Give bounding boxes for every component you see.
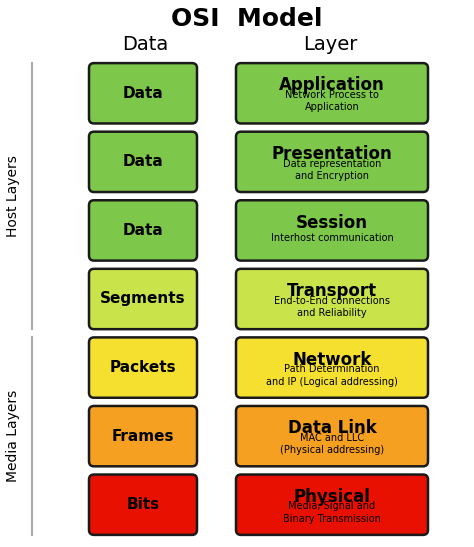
Text: End-to-End connections
and Reliability: End-to-End connections and Reliability [274, 295, 390, 318]
Text: Packets: Packets [109, 360, 176, 375]
Text: Bits: Bits [127, 497, 160, 512]
FancyBboxPatch shape [236, 63, 428, 124]
Text: MAC and LLC
(Physical addressing): MAC and LLC (Physical addressing) [280, 433, 384, 455]
Text: Session: Session [296, 213, 368, 231]
FancyBboxPatch shape [236, 475, 428, 535]
Text: Presentation: Presentation [272, 145, 392, 163]
Text: Physical: Physical [293, 488, 371, 506]
Text: Segments: Segments [100, 292, 186, 306]
FancyBboxPatch shape [89, 337, 197, 398]
Text: Media, Signal and
Binary Transmission: Media, Signal and Binary Transmission [283, 502, 381, 524]
Text: Network Process to
Application: Network Process to Application [285, 90, 379, 112]
FancyBboxPatch shape [236, 132, 428, 192]
Text: Data: Data [123, 154, 164, 170]
Text: Path Determination
and IP (Logical addressing): Path Determination and IP (Logical addre… [266, 364, 398, 387]
Text: Media Layers: Media Layers [6, 390, 20, 482]
FancyBboxPatch shape [89, 132, 197, 192]
Text: Host Layers: Host Layers [6, 155, 20, 237]
FancyBboxPatch shape [89, 200, 197, 260]
FancyBboxPatch shape [236, 406, 428, 466]
Text: Layer: Layer [303, 36, 357, 55]
Text: Data: Data [122, 36, 168, 55]
Text: Interhost communication: Interhost communication [271, 233, 393, 243]
Text: Application: Application [279, 77, 385, 95]
Text: Network: Network [292, 351, 372, 369]
FancyBboxPatch shape [236, 269, 428, 329]
Text: Data: Data [123, 223, 164, 238]
FancyBboxPatch shape [89, 406, 197, 466]
Text: Data Link: Data Link [288, 420, 376, 437]
Text: OSI  Model: OSI Model [171, 7, 323, 31]
FancyBboxPatch shape [89, 269, 197, 329]
Text: Transport: Transport [287, 282, 377, 300]
FancyBboxPatch shape [89, 475, 197, 535]
Text: Data: Data [123, 86, 164, 101]
FancyBboxPatch shape [236, 200, 428, 260]
Text: Frames: Frames [112, 429, 174, 444]
Text: Data representation
and Encryption: Data representation and Encryption [283, 159, 381, 181]
FancyBboxPatch shape [89, 63, 197, 124]
FancyBboxPatch shape [236, 337, 428, 398]
